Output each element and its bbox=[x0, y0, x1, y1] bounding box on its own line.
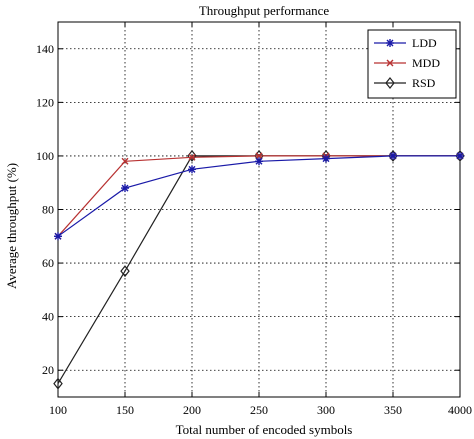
point-ldd bbox=[456, 151, 464, 160]
point-rsd bbox=[53, 377, 63, 390]
y-tick-label: 20 bbox=[42, 363, 54, 377]
legend-marker-mdd bbox=[386, 59, 394, 67]
legend-label-mdd: MDD bbox=[412, 56, 440, 70]
x-tick-label: 200 bbox=[183, 403, 201, 417]
axis-ticks: 100 150 200 250 300 350 4000 20 40 60 80 100 120 140 bbox=[36, 22, 472, 417]
x-tick-label: 300 bbox=[317, 403, 335, 417]
legend-label-rsd: RSD bbox=[412, 76, 436, 90]
point-ldd bbox=[121, 184, 129, 193]
x-tick-label: 100 bbox=[49, 403, 67, 417]
y-tick-label: 120 bbox=[36, 95, 54, 109]
chart-title: Throughput performance bbox=[199, 3, 330, 18]
point-ldd bbox=[389, 151, 397, 160]
y-tick-label: 140 bbox=[36, 42, 54, 56]
y-tick-label: 40 bbox=[42, 310, 54, 324]
point-mdd bbox=[121, 157, 129, 165]
series-line-mdd bbox=[57, 155, 460, 237]
point-ldd bbox=[188, 165, 196, 174]
y-tick-label: 80 bbox=[42, 203, 54, 217]
point-mdd bbox=[188, 153, 196, 161]
point-rsd bbox=[120, 265, 130, 278]
x-tick-label: 250 bbox=[250, 403, 268, 417]
point-mdd bbox=[255, 152, 263, 160]
point-ldd bbox=[255, 157, 263, 166]
x-axis-label: Total number of encoded symbols bbox=[176, 422, 353, 437]
legend-label-ldd: LDD bbox=[412, 36, 437, 50]
legend-marker-rsd bbox=[385, 77, 395, 89]
legend-marker-ldd bbox=[386, 39, 394, 47]
point-rsd bbox=[455, 149, 465, 162]
y-axis-label: Average throughput (%) bbox=[4, 163, 19, 289]
y-tick-label: 100 bbox=[36, 149, 54, 163]
x-tick-label: 150 bbox=[116, 403, 134, 417]
legend: LDD MDD RSD bbox=[367, 29, 457, 99]
x-tick-label: 350 bbox=[384, 403, 402, 417]
y-tick-label: 60 bbox=[42, 256, 54, 270]
legend-box bbox=[367, 29, 457, 99]
point-ldd bbox=[54, 232, 62, 241]
series-group bbox=[53, 149, 465, 390]
point-ldd bbox=[322, 154, 330, 163]
x-tick-label: 4000 bbox=[448, 403, 472, 417]
point-rsd bbox=[388, 149, 398, 162]
